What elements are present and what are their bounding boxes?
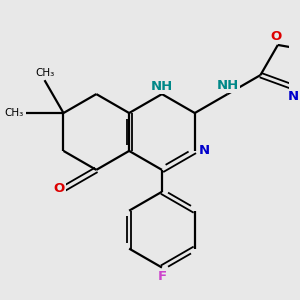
Text: CH₃: CH₃ (4, 108, 23, 118)
Text: NH: NH (217, 79, 239, 92)
Text: N: N (199, 144, 210, 158)
Text: O: O (53, 182, 64, 195)
Text: CH₃: CH₃ (35, 68, 54, 78)
Text: O: O (270, 30, 281, 43)
Text: NH: NH (151, 80, 173, 93)
Text: N: N (288, 90, 299, 103)
Text: F: F (158, 270, 166, 283)
